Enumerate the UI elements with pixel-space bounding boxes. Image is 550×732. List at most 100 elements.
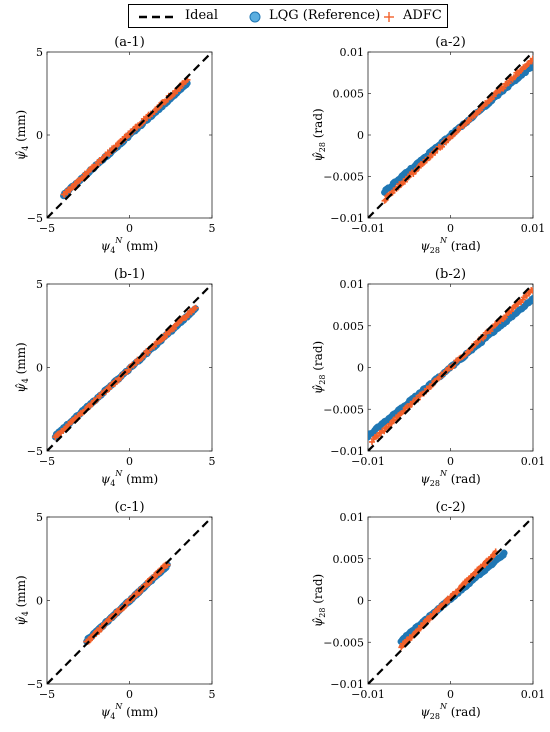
x-axis-label: ψ4N (mm) (101, 469, 158, 488)
adfc-point (505, 309, 512, 316)
y-tick-label: −0.01 (330, 212, 364, 225)
svg-text:ψ̂28 (rad): ψ̂28 (rad) (311, 108, 327, 161)
x-tick-label: 5 (209, 688, 216, 701)
y-tick-label: 5 (36, 511, 43, 524)
adfc-point (529, 55, 533, 62)
ideal-line (368, 52, 533, 218)
legend: Ideal LQG (Reference) ADFC (128, 4, 448, 28)
x-tick-label: 0 (126, 222, 133, 235)
adfc-point (163, 331, 170, 338)
svg-text:ψ28N (rad): ψ28N (rad) (420, 702, 480, 721)
svg-text:ψ4N (mm): ψ4N (mm) (101, 236, 158, 255)
x-tick-label: 0 (447, 455, 454, 468)
ideal-line (368, 284, 533, 451)
chart-panel-5: −5 0 5 −5 0 5 (c-1) ψ4N (mm) ψ̂4 (mm) (14, 500, 216, 721)
x-tick-label: −0.01 (351, 688, 385, 701)
y-tick-label: 0 (357, 129, 364, 142)
adfc-point (382, 425, 389, 432)
adfc-point (192, 304, 199, 311)
legend-ideal-swatch (139, 15, 175, 19)
adfc-point (466, 117, 473, 124)
y-tick-label: −5 (27, 445, 43, 458)
chart-title: (b-2) (435, 267, 466, 282)
chart-title: (b-1) (114, 267, 145, 282)
y-tick-label: 0.005 (333, 553, 365, 566)
chart-panel-3: −5 0 5 −5 0 5 (b-1) ψ4N (mm) ψ̂4 (mm) (14, 267, 216, 488)
chart-panel-6: −0.01 0 0.01 −0.01 −0.005 0 0.005 0.01 (c-2) ψ28N… (311, 500, 545, 721)
legend-adfc-label: ADFC (403, 8, 442, 23)
adfc-point (144, 349, 151, 356)
chart-title: (a-2) (435, 35, 466, 50)
adfc-point (368, 438, 375, 445)
adfc-point (188, 309, 195, 316)
svg-text:ψ̂4 (mm): ψ̂4 (mm) (14, 342, 30, 392)
plot-content (47, 52, 212, 218)
y-tick-label: −0.005 (323, 636, 364, 649)
y-tick-label: −5 (27, 212, 43, 225)
x-axis-label: ψ28N (rad) (420, 469, 480, 488)
lqg-point (500, 549, 508, 557)
x-tick-label: 0 (447, 688, 454, 701)
plot-content (47, 284, 212, 451)
y-axis-label: ψ̂28 (rad) (311, 574, 327, 627)
svg-text:ψ̂28 (rad): ψ̂28 (rad) (311, 341, 327, 394)
chart-title: (a-1) (114, 35, 145, 50)
x-axis-label: ψ4N (mm) (101, 236, 158, 255)
x-axis-label: ψ28N (rad) (420, 236, 480, 255)
y-tick-label: −0.01 (330, 678, 364, 691)
x-tick-label: 0 (126, 455, 133, 468)
y-axis-label: ψ̂4 (mm) (14, 110, 30, 160)
chart-panel-1: −5 0 5 −5 0 5 (a-1) ψ4N (mm) ψ̂4 (mm) (14, 35, 216, 255)
x-tick-label: −0.01 (351, 222, 385, 235)
y-tick-label: −0.005 (323, 171, 364, 184)
x-tick-label: 5 (209, 222, 216, 235)
x-tick-label: −5 (39, 455, 55, 468)
svg-text:ψ28N (rad): ψ28N (rad) (420, 236, 480, 255)
y-tick-label: 5 (36, 46, 43, 59)
y-tick-label: 0 (36, 595, 43, 608)
plot-content (368, 52, 533, 218)
svg-text:ψ4N (mm): ψ4N (mm) (101, 469, 158, 488)
adfc-point (381, 197, 388, 204)
adfc-point (374, 432, 381, 439)
adfc-point (508, 308, 515, 315)
chart-title: (c-1) (114, 500, 144, 515)
legend-adfc-swatch (384, 12, 394, 22)
x-tick-label: 5 (209, 455, 216, 468)
chart-panel-4: −0.01 0 0.01 −0.01 −0.005 0 0.005 0.01 (b-2) ψ28N… (311, 267, 545, 488)
chart-title: (c-2) (435, 500, 465, 515)
adfc-point (460, 122, 467, 129)
y-tick-label: −0.01 (330, 445, 364, 458)
adfc-point (523, 292, 530, 299)
chart-panel-2: −0.01 0 0.01 −0.01 −0.005 0 0.005 0.01 (a-2) ψ28N… (311, 35, 545, 255)
y-axis-label: ψ̂4 (mm) (14, 342, 30, 392)
adfc-point (106, 385, 113, 392)
svg-text:ψ̂4 (mm): ψ̂4 (mm) (14, 110, 30, 160)
y-tick-label: 0.005 (333, 88, 365, 101)
x-tick-label: −5 (39, 688, 55, 701)
svg-text:ψ28N (rad): ψ28N (rad) (420, 469, 480, 488)
legend-lqg-swatch (249, 11, 261, 23)
ideal-line (47, 517, 212, 684)
adfc-point (487, 328, 494, 335)
y-tick-label: 0.01 (340, 46, 365, 59)
svg-text:ψ4N (mm): ψ4N (mm) (101, 702, 158, 721)
y-axis-label: ψ̂4 (mm) (14, 575, 30, 625)
x-axis-label: ψ4N (mm) (101, 702, 158, 721)
plot-content (368, 517, 533, 684)
y-tick-label: −0.005 (323, 403, 364, 416)
adfc-point (427, 153, 434, 160)
adfc-point (416, 626, 423, 633)
plot-content (47, 517, 212, 684)
y-tick-label: 0.01 (340, 511, 365, 524)
y-axis-label: ψ̂28 (rad) (311, 108, 327, 161)
y-tick-label: 0.005 (333, 320, 365, 333)
lqg-point (529, 295, 533, 302)
x-tick-label: −5 (39, 222, 55, 235)
y-tick-label: 5 (36, 278, 43, 291)
y-tick-label: −5 (27, 678, 43, 691)
ideal-line (47, 284, 212, 451)
x-tick-label: 0.01 (521, 688, 546, 701)
adfc-point (382, 196, 389, 203)
